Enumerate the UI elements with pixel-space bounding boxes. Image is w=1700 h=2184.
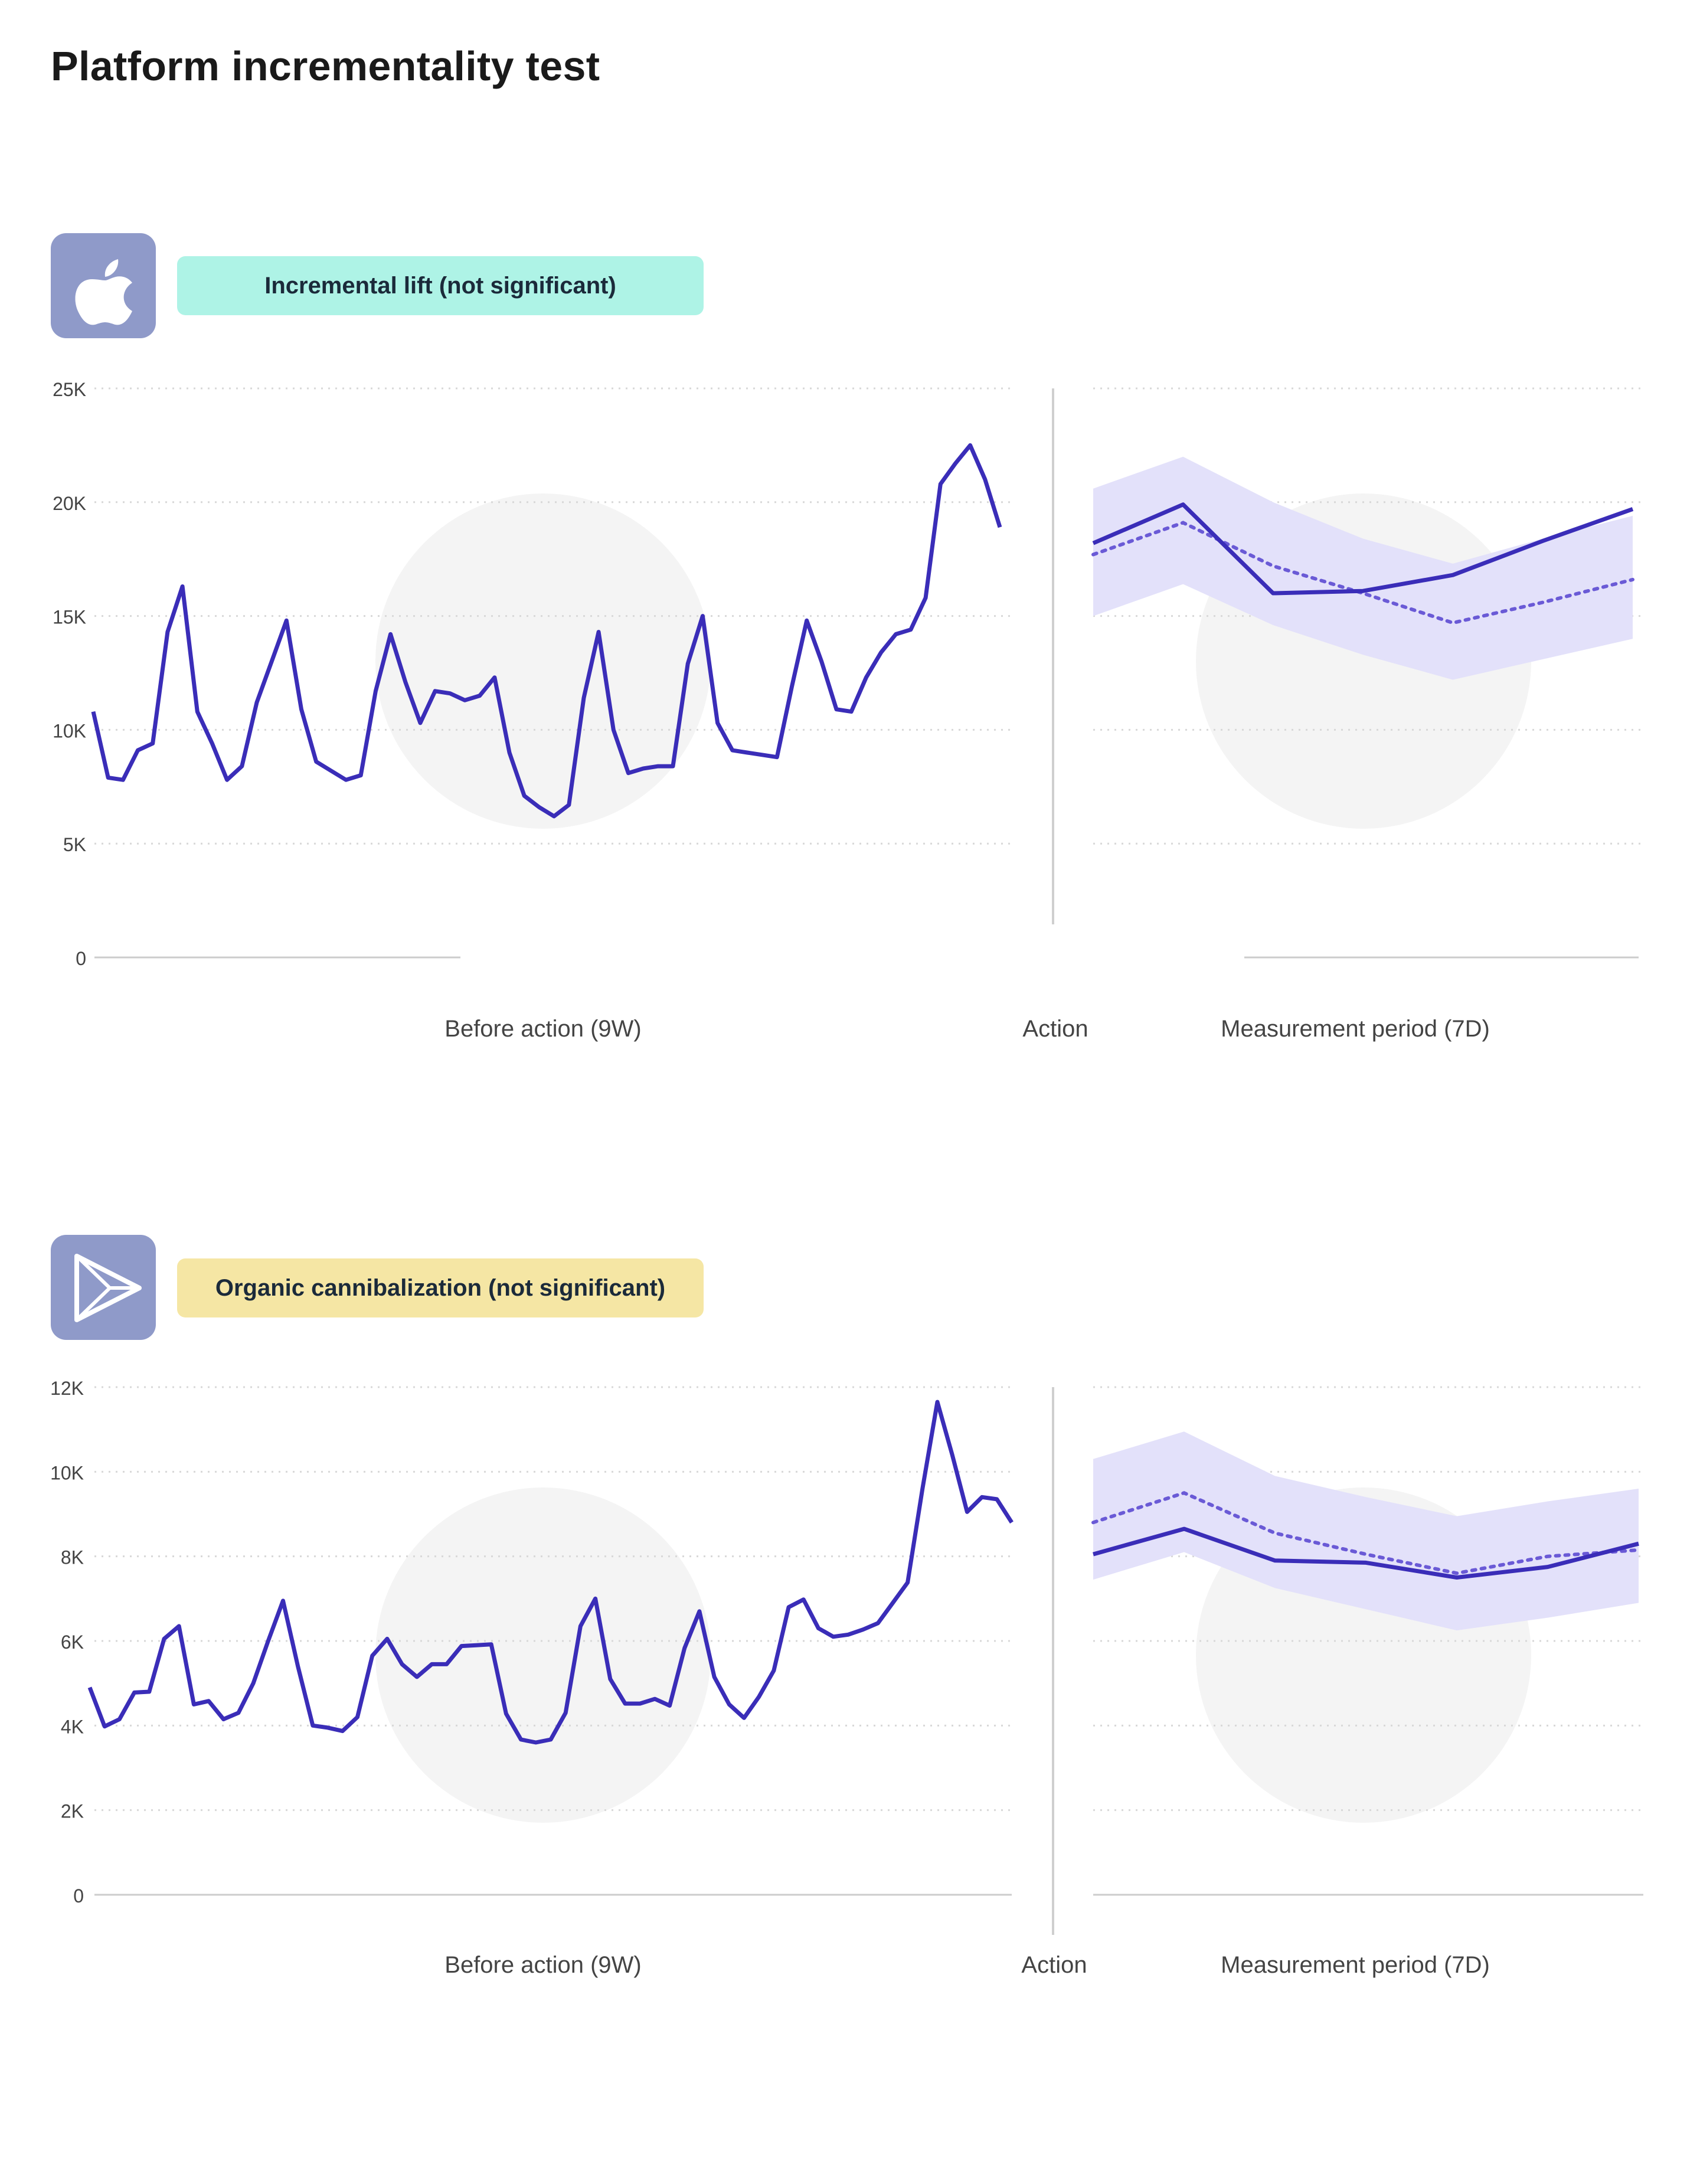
confidence-band [1093,1431,1639,1631]
y-tick-label: 0 [76,948,86,969]
actual-after-series-line [1093,1526,1639,1580]
y-tick-label: 15K [53,607,86,628]
y-tick-label: 8K [61,1547,84,1568]
before-series-line [91,443,1002,819]
y-axis: 0 5K 10K 15K 20K 25K [53,379,86,969]
measurement-label: Measurement period (7D) [1221,1952,1490,1978]
confidence-band [1093,456,1633,680]
y-tick-label: 2K [61,1801,84,1822]
expected-series-line [1091,1490,1640,1575]
action-label: Action [1021,1952,1087,1978]
y-tick-label: 6K [61,1632,84,1653]
y-tick-label: 20K [53,493,86,514]
before-series-line [87,1400,1014,1745]
apple-icon [51,233,156,338]
status-badge: Organic cannibalization (not significant… [177,1258,704,1317]
action-label: Action [1022,1016,1088,1042]
gridlines [94,387,1641,845]
android-chart: 0 2K 4K 6K 8K 10K 12K Before action (9W) Actio… [50,1378,1643,1978]
measurement-label: Measurement period (7D) [1221,1016,1490,1042]
page-title: Platform incrementality test [51,43,600,89]
y-tick-label: 0 [73,1885,84,1907]
expected-series-line [1091,521,1634,625]
status-badge: Incremental lift (not significant) [177,256,704,315]
y-tick-label: 12K [50,1378,84,1399]
ios-chart: 0 5K 10K 15K 20K 25K Before action (9W) Actio… [53,379,1641,1042]
gridlines [94,1386,1643,1812]
y-tick-label: 10K [53,720,86,741]
y-tick-label: 5K [63,834,86,855]
before-label: Before action (9W) [444,1952,641,1978]
y-tick-label: 4K [61,1716,84,1737]
actual-after-series-line [1092,502,1634,596]
y-tick-label: 25K [53,379,86,400]
before-label: Before action (9W) [444,1016,641,1042]
y-axis: 0 2K 4K 6K 8K 10K 12K [50,1378,84,1907]
y-tick-label: 10K [50,1462,84,1483]
play-store-icon [51,1235,156,1340]
